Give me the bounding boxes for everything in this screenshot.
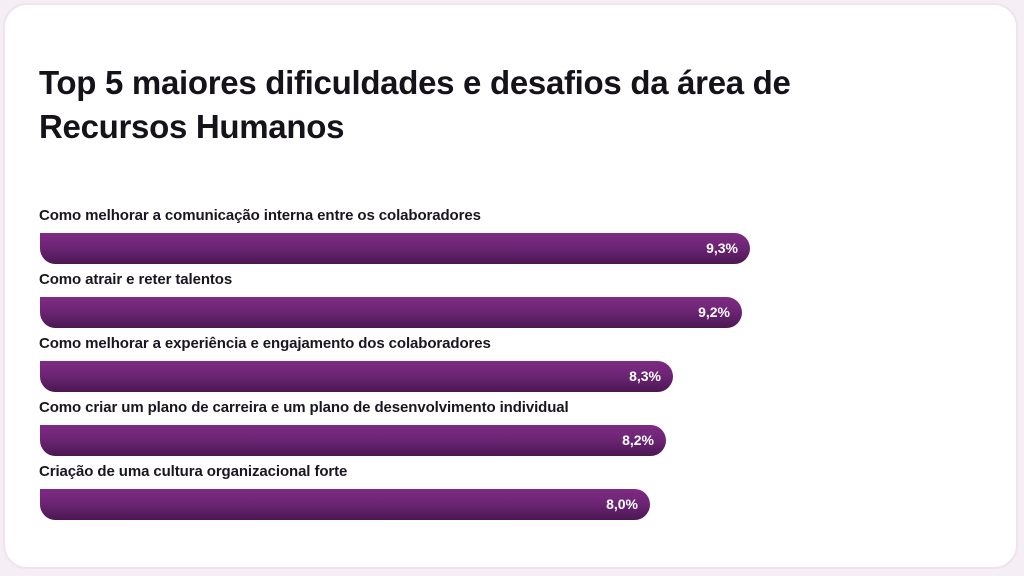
bar-value-label: 8,0% — [606, 496, 638, 512]
bar: 8,2% — [40, 425, 666, 456]
bar-row: Como melhorar a comunicação interna entr… — [39, 207, 939, 271]
bar-category-label: Como melhorar a experiência e engajament… — [39, 335, 491, 352]
bar-category-label: Como melhorar a comunicação interna entr… — [39, 207, 481, 224]
bar-value-label: 9,3% — [706, 240, 738, 256]
bar: 9,3% — [40, 233, 750, 264]
bar-value-label: 8,2% — [622, 432, 654, 448]
bar-category-label: Como atrair e reter talentos — [39, 271, 233, 288]
bar-value-label: 9,2% — [698, 304, 730, 320]
bar-row: Como melhorar a experiência e engajament… — [39, 335, 939, 399]
bar-row: Como criar um plano de carreira e um pla… — [39, 399, 939, 463]
bar-row: Como atrair e reter talentos 9,2% — [39, 271, 939, 335]
bar-chart: Como melhorar a comunicação interna entr… — [39, 207, 939, 537]
bar-value-label: 8,3% — [629, 368, 661, 384]
bar-row: Criação de uma cultura organizacional fo… — [39, 463, 939, 527]
chart-title: Top 5 maiores dificuldades e desafios da… — [39, 64, 791, 145]
chart-card: Top 5 maiores dificuldades e desafios da… — [3, 3, 1018, 569]
bar: 8,3% — [40, 361, 673, 392]
bar: 9,2% — [40, 297, 742, 328]
bar: 8,0% — [40, 489, 650, 520]
bar-category-label: Criação de uma cultura organizacional fo… — [39, 463, 348, 480]
bar-category-label: Como criar um plano de carreira e um pla… — [39, 399, 569, 416]
